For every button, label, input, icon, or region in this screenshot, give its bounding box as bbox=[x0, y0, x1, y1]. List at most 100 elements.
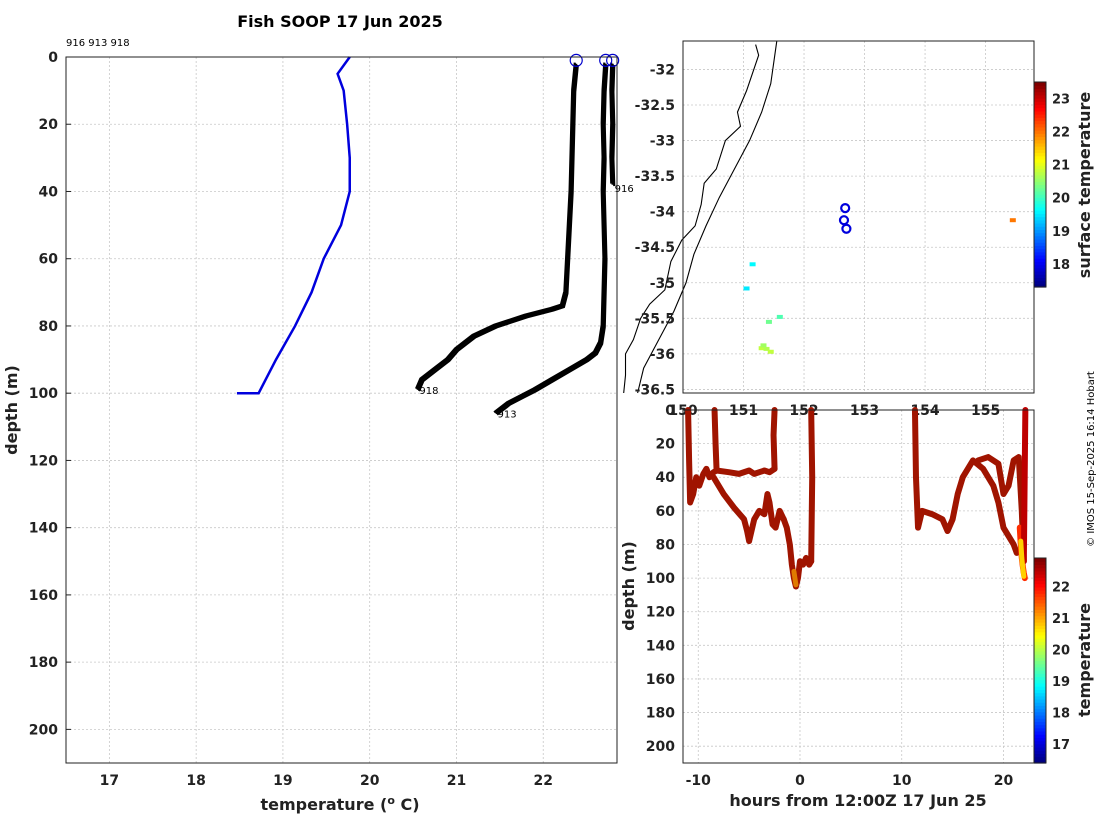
profile-xtick-label: 22 bbox=[534, 773, 553, 789]
colorbar-segment bbox=[1034, 210, 1046, 214]
colorbar-segment bbox=[1034, 622, 1046, 626]
colorbar-segment bbox=[1034, 91, 1046, 96]
colorbar-segment bbox=[1034, 721, 1046, 726]
map-ytick-label: -33.5 bbox=[635, 169, 675, 185]
colorbar-segment bbox=[1034, 82, 1046, 86]
profile-line bbox=[418, 64, 579, 392]
map-ytick-label: -35.5 bbox=[635, 311, 675, 327]
colorbar-segment bbox=[1034, 267, 1046, 272]
colorbar-segment bbox=[1034, 647, 1046, 652]
profile-ytick-label: 80 bbox=[39, 319, 59, 335]
colorbar-segment bbox=[1034, 232, 1046, 237]
profile-line bbox=[612, 64, 616, 187]
profile-ticks: 17 18 19 20 21 22 0 20 40 60 80 100 120 140 160 180 200 bbox=[29, 50, 553, 789]
colorbar-segment bbox=[1034, 178, 1046, 182]
section-track-tip bbox=[791, 568, 799, 588]
coastline bbox=[623, 44, 760, 394]
colorbar-segment bbox=[1034, 187, 1046, 192]
colorbar-segment bbox=[1034, 206, 1046, 211]
colorbar-segment bbox=[1034, 654, 1046, 658]
colorbar-segment bbox=[1034, 133, 1046, 138]
colorbar-segment bbox=[1034, 162, 1046, 166]
section-ytick-label: 120 bbox=[646, 605, 675, 621]
section-ytick-label: 40 bbox=[656, 470, 676, 486]
surface-colorbar-label: surface temperature bbox=[1075, 92, 1094, 279]
surface-temp-point bbox=[776, 314, 783, 319]
profile-id-label: 918 bbox=[419, 386, 438, 397]
colorbar-segment bbox=[1034, 724, 1046, 729]
colorbar-segment bbox=[1034, 226, 1046, 230]
colorbar-segment bbox=[1034, 666, 1046, 671]
colorbar-segment bbox=[1034, 126, 1046, 131]
colorbar-segment bbox=[1034, 615, 1046, 620]
profile-xtick-label: 21 bbox=[447, 773, 466, 789]
colorbar-frame bbox=[1033, 81, 1047, 288]
colorbar-segment bbox=[1034, 194, 1046, 198]
surface-colorbar-tick: 21 bbox=[1052, 159, 1070, 174]
colorbar-segment bbox=[1034, 174, 1046, 179]
colorbar-segment bbox=[1034, 670, 1046, 674]
colorbar-segment bbox=[1034, 718, 1046, 722]
section-ytick-label: 0 bbox=[665, 403, 675, 419]
colorbar-segment bbox=[1034, 705, 1046, 710]
colorbar-segment bbox=[1034, 229, 1046, 234]
colorbar-segment bbox=[1034, 737, 1046, 742]
profile-start-marker bbox=[599, 53, 613, 67]
colorbar-segment bbox=[1034, 184, 1046, 189]
colorbar-segment bbox=[1034, 101, 1046, 106]
colorbar-segment bbox=[1034, 171, 1046, 176]
surface-temperature-colorbar: 18 19 20 21 22 23 bbox=[1033, 81, 1070, 288]
profile-xtick-label: 18 bbox=[186, 773, 205, 789]
profile-ytick-label: 160 bbox=[29, 588, 58, 604]
colorbar-segment bbox=[1034, 152, 1046, 157]
profile-xlabel: temperature (o C) bbox=[260, 794, 419, 815]
profile-line bbox=[416, 63, 578, 391]
section-colorbar-tick: 17 bbox=[1052, 738, 1070, 753]
colorbar-segment bbox=[1034, 283, 1046, 288]
section-track bbox=[711, 407, 720, 474]
colorbar-segment bbox=[1034, 277, 1046, 282]
section-xlabel: hours from 12:00Z 17 Jun 25 bbox=[729, 791, 986, 810]
section-ytick-label: 20 bbox=[656, 437, 676, 453]
colorbar-segment bbox=[1034, 88, 1046, 93]
section-track bbox=[1020, 407, 1029, 565]
profile-id-label: 913 bbox=[498, 409, 517, 420]
colorbar-segment bbox=[1034, 190, 1046, 195]
colorbar-segment bbox=[1034, 216, 1046, 221]
section-colorbar-tick: 20 bbox=[1052, 643, 1070, 658]
colorbar-segment bbox=[1034, 599, 1046, 604]
map-ytick-label: -36 bbox=[650, 347, 675, 363]
section-track bbox=[713, 465, 778, 477]
drop-position-marker bbox=[840, 203, 851, 214]
temperature-colorbar: 17 18 19 20 21 22 bbox=[1033, 557, 1070, 764]
colorbar-segment bbox=[1034, 270, 1046, 275]
colorbar-segment bbox=[1034, 564, 1046, 569]
profile-grid bbox=[66, 56, 617, 763]
profile-ytick-label: 60 bbox=[39, 252, 59, 268]
colorbar-segment bbox=[1034, 222, 1046, 227]
shelf-contour bbox=[637, 40, 778, 394]
colorbar-segment bbox=[1034, 200, 1046, 205]
section-track bbox=[710, 474, 787, 545]
colorbar-segment bbox=[1034, 110, 1046, 115]
colorbar-segment bbox=[1034, 759, 1046, 764]
colorbar-segment bbox=[1034, 618, 1046, 623]
colorbar-segment bbox=[1034, 258, 1046, 262]
map-ytick-label: -34 bbox=[650, 205, 676, 221]
colorbar-segment bbox=[1034, 155, 1046, 160]
colorbar-segment bbox=[1034, 274, 1046, 278]
section-ytick-label: 80 bbox=[656, 537, 676, 553]
profile-axes-frame bbox=[65, 56, 618, 764]
profile-ylabel: depth (m) bbox=[2, 365, 21, 455]
colorbar-segment bbox=[1034, 85, 1046, 90]
colorbar-segment bbox=[1034, 708, 1046, 713]
colorbar-segment bbox=[1034, 168, 1046, 173]
colorbar-segment bbox=[1034, 574, 1046, 578]
profile-ytick-label: 100 bbox=[29, 386, 58, 402]
colorbar-segment bbox=[1034, 242, 1046, 246]
profile-xtick-label: 17 bbox=[100, 773, 119, 789]
colorbar-segment bbox=[1034, 213, 1046, 218]
section-colorbar-tick: 22 bbox=[1052, 580, 1070, 595]
colorbar-segment bbox=[1034, 734, 1046, 738]
surface-temp-point bbox=[760, 343, 767, 348]
